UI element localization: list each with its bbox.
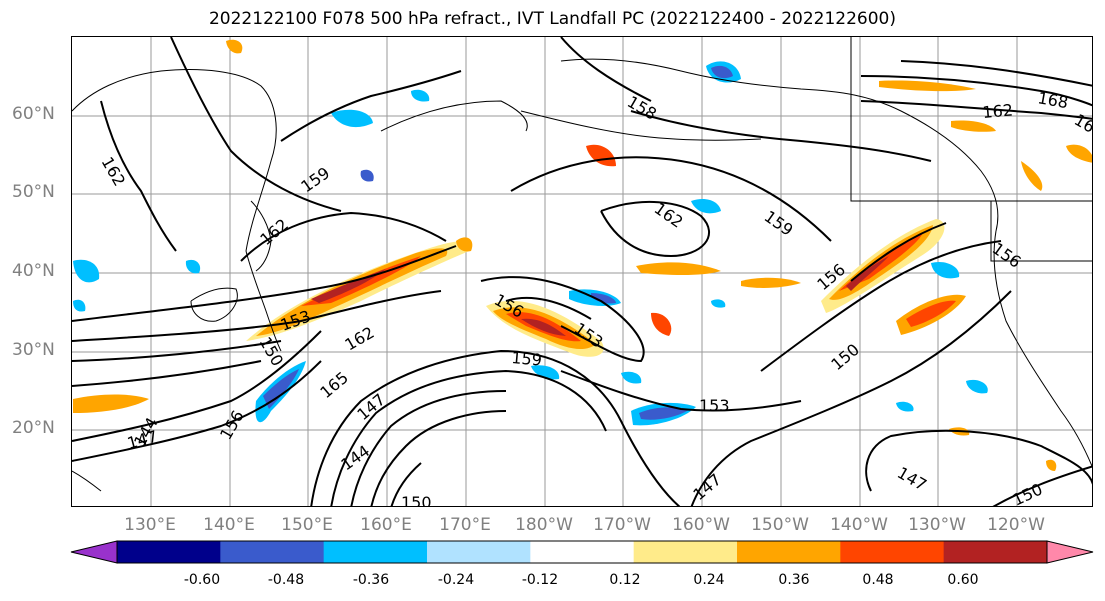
contour-label: 162 — [982, 100, 1014, 122]
refractivity-contours — [72, 37, 1092, 506]
contour-label: 147 — [894, 463, 930, 495]
lat-label-60n: 60°N — [12, 104, 55, 124]
lon-label-160e: 160°E — [360, 515, 412, 535]
colorbar-tick-label: 0.60 — [947, 572, 979, 588]
contour-label: 150 — [827, 340, 863, 374]
negative-anomaly-regions — [73, 61, 988, 426]
colorbar-left-extension — [70, 540, 118, 564]
contour-label: 162 — [651, 199, 687, 232]
colorbar-segment — [220, 541, 325, 563]
lat-label-30n: 30°N — [12, 340, 55, 360]
contour-label: 156 — [216, 407, 248, 443]
contour-label: 150 — [401, 493, 432, 507]
contour-label: 150 — [1010, 479, 1046, 507]
colorbar-segment — [530, 541, 635, 563]
lon-label-140e: 140°E — [203, 515, 255, 535]
lon-label-140w: 140°W — [830, 515, 888, 535]
contour-label: 153 — [699, 396, 730, 415]
contour-label: 162 — [98, 154, 130, 190]
contour-label: 16 — [1071, 110, 1093, 137]
lon-label-130w: 130°W — [908, 515, 966, 535]
colorbar-segment — [840, 541, 945, 563]
map-panel: 162 159 162 153 150 156 162 165 147 144 … — [71, 36, 1093, 507]
colorbar-right-extension — [1046, 540, 1094, 564]
colorbar-segment — [117, 541, 221, 563]
contour-label: 162 — [342, 323, 378, 355]
lat-label-20n: 20°N — [12, 418, 55, 438]
contour-label: 159 — [511, 348, 543, 370]
coastlines — [72, 37, 1092, 492]
lon-label-180w: 180°W — [515, 515, 573, 535]
lon-label-160w: 160°W — [672, 515, 730, 535]
colorbar-tick-label: -0.12 — [521, 572, 559, 588]
contour-label: 147 — [353, 390, 389, 424]
colorbar-tick-label: 0.36 — [778, 572, 810, 588]
colorbar-segment — [323, 541, 428, 563]
contour-label: 159 — [297, 163, 333, 196]
colorbar-segments — [117, 541, 1048, 563]
map-plot: 162 159 162 153 150 156 162 165 147 144 … — [72, 37, 1093, 507]
colorbar-tick-label: -0.36 — [352, 572, 390, 588]
lat-label-40n: 40°N — [12, 261, 55, 281]
contour-label: 168 — [1036, 88, 1069, 112]
contour-label: 158 — [624, 92, 660, 124]
colorbar-segment — [427, 541, 531, 563]
contour-label: 150 — [256, 334, 288, 370]
map-title: 2022122100 F078 500 hPa refract., IVT La… — [208, 9, 896, 29]
contour-label: 165 — [316, 368, 352, 402]
colorbar-tick-label: -0.24 — [437, 572, 475, 588]
lon-label-170e: 170°E — [439, 515, 491, 535]
graticule — [72, 37, 1092, 506]
lon-label-150w: 150°W — [751, 515, 809, 535]
colorbar-segment — [737, 541, 841, 563]
colorbar-segment — [633, 541, 738, 563]
contour-label: 159 — [761, 207, 797, 240]
lon-label-130e: 130°E — [124, 515, 176, 535]
colorbar-tick-label: -0.60 — [183, 572, 221, 588]
colorbar-tick-label: 0.24 — [693, 572, 725, 588]
colorbar-outline — [116, 540, 1048, 564]
lon-label-170w: 170°W — [593, 515, 651, 535]
colorbar-segment — [943, 541, 1048, 563]
lon-label-120w: 120°W — [987, 515, 1045, 535]
colorbar-tick-label: 0.48 — [862, 572, 894, 588]
colorbar-tick-label: -0.48 — [267, 572, 305, 588]
colorbar-tick-label: 0.12 — [609, 572, 641, 588]
positive-anomaly-regions — [73, 39, 1092, 471]
contour-label: 144 — [337, 441, 373, 474]
lat-label-50n: 50°N — [12, 182, 55, 202]
lon-label-150e: 150°E — [281, 515, 333, 535]
